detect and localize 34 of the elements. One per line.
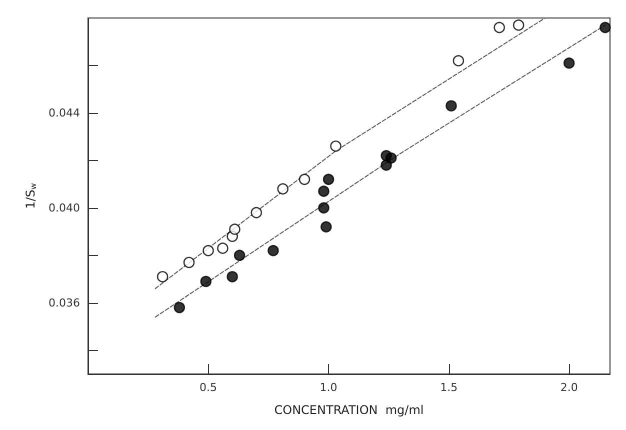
- x-tick-label: 1.0: [320, 381, 338, 394]
- point: [322, 174, 334, 186]
- point: [330, 140, 342, 152]
- x-tick-label: 1.5: [440, 381, 458, 394]
- point: [156, 271, 168, 282]
- point: [298, 174, 310, 186]
- point: [446, 100, 457, 112]
- point: [452, 55, 464, 66]
- point: [174, 302, 186, 314]
- point: [380, 160, 392, 171]
- point: [318, 202, 330, 214]
- y-axis-title: 1/Sw: [24, 182, 38, 209]
- y-tick-label: 0.036: [48, 296, 80, 310]
- y-tick-label: 0.040: [48, 201, 80, 214]
- x-tick-label: 0.5: [200, 381, 218, 394]
- point: [563, 57, 575, 69]
- x-tick-label: 2.0: [560, 381, 578, 394]
- point: [226, 271, 238, 282]
- point: [202, 244, 214, 256]
- point: [229, 224, 240, 235]
- point: [200, 276, 212, 288]
- point: [268, 244, 279, 256]
- point: [217, 242, 228, 254]
- point: [250, 206, 262, 218]
- point: [234, 250, 246, 261]
- point: [183, 256, 195, 268]
- point: [512, 19, 524, 31]
- x-axis-title: CONCENTRATION mg/ml: [274, 403, 424, 417]
- y-tick-label: 0.044: [48, 106, 80, 120]
- point: [277, 183, 288, 195]
- point: [600, 22, 611, 34]
- point: [494, 22, 505, 34]
- point: [320, 221, 332, 232]
- point: [318, 186, 330, 197]
